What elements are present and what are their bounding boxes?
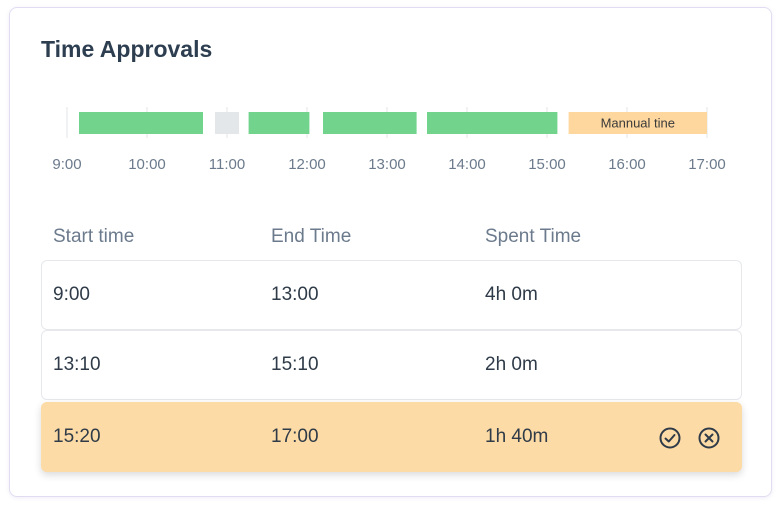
reject-button[interactable]: [698, 427, 720, 449]
x-tick-label: 13:00: [368, 156, 406, 173]
x-tick-label: 11:00: [209, 156, 245, 173]
x-tick-label: 15:00: [528, 156, 566, 173]
time-segment: [427, 112, 558, 134]
x-tick-label: 9:00: [52, 156, 81, 173]
cell: 1h 40m: [485, 426, 549, 447]
time-segment: [568, 112, 707, 134]
x-tick-label: 10:00: [128, 156, 166, 173]
column-header: Start time: [53, 226, 135, 247]
cell: 13:10: [53, 354, 101, 375]
cell: 13:00: [271, 284, 319, 305]
title: Time Approvals: [41, 36, 213, 62]
x-tick-label: 12:00: [288, 156, 326, 173]
column-header: Spent Time: [485, 226, 582, 247]
x-tick-label: 16:00: [608, 156, 646, 173]
x-tick-label: 14:00: [448, 156, 486, 173]
cell: 4h 0m: [485, 284, 538, 305]
segment-label: Mannual tine: [601, 115, 675, 130]
time-segment: [323, 112, 417, 134]
cell: 17:00: [271, 426, 319, 447]
x-tick-label: 17:00: [688, 156, 726, 173]
cell: 2h 0m: [485, 354, 538, 375]
time-segment: [79, 112, 203, 134]
timeline: 9:00 10:00 11:00 12:00 13:00 14:00 15:00 16:00 1…: [52, 107, 726, 173]
table-row[interactable]: 15:20 17:00 1h 40m: [41, 402, 742, 472]
card: [9, 7, 772, 497]
approve-button[interactable]: [659, 427, 681, 449]
cell: 15:10: [271, 354, 319, 375]
cell: 9:00: [53, 284, 90, 305]
column-header: End Time: [271, 226, 352, 247]
cell: 15:20: [53, 426, 101, 447]
table-row[interactable]: 13:10 15:10 2h 0m: [41, 330, 742, 400]
time-segment: [215, 112, 239, 134]
table-row[interactable]: 9:00 13:00 4h 0m: [41, 260, 742, 330]
time-segment: [248, 112, 310, 134]
